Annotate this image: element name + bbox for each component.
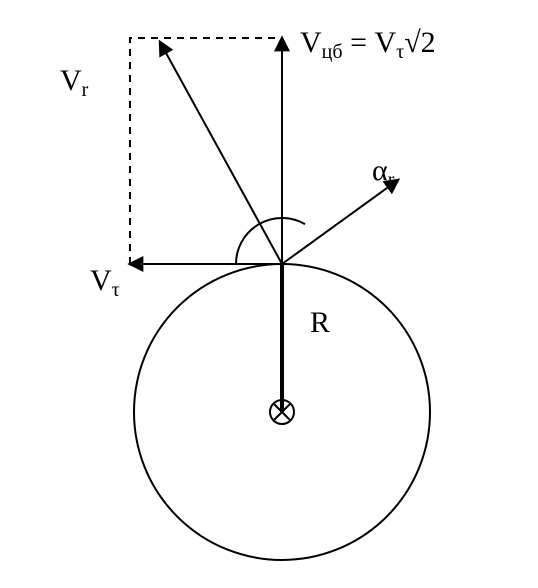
physics-vector-diagram: R Vr Vτ αr Vцб = Vτ√2 [0, 0, 538, 588]
label-V-tau: Vτ [90, 264, 120, 301]
label-alpha-r: αr [372, 154, 395, 191]
dashed-projection [130, 38, 282, 264]
label-R: R [310, 306, 330, 339]
label-V-cb-equation: Vцб = Vτ√2 [300, 26, 436, 63]
label-V-r: Vr [60, 64, 89, 101]
vector-v-r [160, 42, 282, 264]
